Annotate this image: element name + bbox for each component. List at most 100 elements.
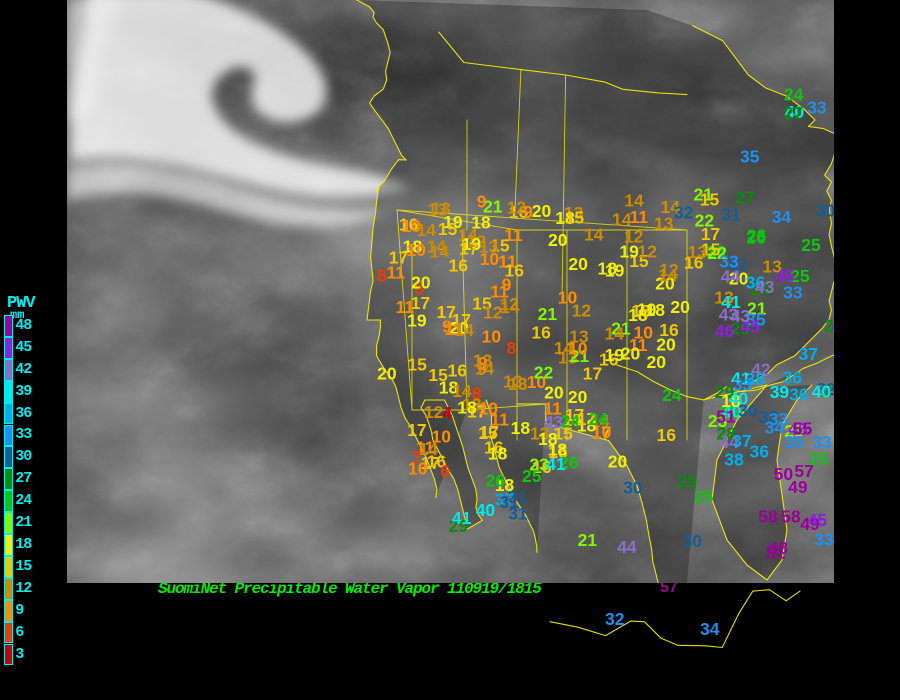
svg-text:14: 14 <box>658 265 678 285</box>
svg-text:36: 36 <box>750 442 770 462</box>
svg-text:14: 14 <box>427 236 447 256</box>
svg-text:14: 14 <box>605 323 625 343</box>
svg-text:17: 17 <box>389 248 408 268</box>
svg-text:13: 13 <box>428 200 448 220</box>
svg-text:31: 31 <box>721 205 741 225</box>
svg-text:18: 18 <box>538 429 558 449</box>
svg-text:43: 43 <box>731 306 751 326</box>
svg-text:18: 18 <box>488 443 508 463</box>
svg-text:12: 12 <box>424 402 444 422</box>
svg-text:24: 24 <box>589 409 609 429</box>
svg-text:50: 50 <box>774 464 794 484</box>
svg-text:14: 14 <box>475 359 495 379</box>
svg-text:45: 45 <box>808 510 828 530</box>
svg-text:25: 25 <box>522 466 542 486</box>
svg-text:14: 14 <box>584 224 604 244</box>
svg-text:7: 7 <box>412 448 422 468</box>
svg-text:8: 8 <box>377 266 387 286</box>
svg-text:45: 45 <box>775 266 795 286</box>
svg-text:41: 41 <box>546 454 566 474</box>
svg-text:20: 20 <box>647 352 667 372</box>
svg-text:20: 20 <box>548 230 568 250</box>
svg-text:33: 33 <box>807 98 827 118</box>
svg-text:13: 13 <box>479 236 499 256</box>
svg-text:13: 13 <box>688 242 708 262</box>
svg-text:18: 18 <box>598 258 618 278</box>
svg-text:33: 33 <box>719 252 739 272</box>
svg-text:10: 10 <box>479 399 499 419</box>
svg-text:19: 19 <box>605 345 625 365</box>
svg-text:58: 58 <box>758 507 778 527</box>
svg-text:10: 10 <box>568 338 588 358</box>
svg-text:25: 25 <box>694 487 714 507</box>
svg-text:27: 27 <box>784 103 803 123</box>
svg-text:18: 18 <box>646 300 666 320</box>
svg-text:32: 32 <box>674 203 694 223</box>
svg-text:55: 55 <box>793 419 813 439</box>
svg-text:15: 15 <box>565 208 585 228</box>
svg-text:13: 13 <box>508 374 528 394</box>
svg-text:48: 48 <box>768 538 788 558</box>
svg-text:30: 30 <box>683 531 703 551</box>
svg-text:22: 22 <box>534 362 554 382</box>
svg-text:31: 31 <box>500 492 520 512</box>
svg-text:20: 20 <box>411 273 431 293</box>
svg-text:16: 16 <box>657 425 677 445</box>
svg-text:41: 41 <box>452 508 472 528</box>
svg-text:26: 26 <box>747 226 767 246</box>
svg-text:14: 14 <box>500 297 520 317</box>
svg-text:4: 4 <box>442 403 452 423</box>
svg-text:9: 9 <box>477 191 487 211</box>
svg-text:17: 17 <box>583 364 602 384</box>
svg-text:34: 34 <box>700 619 720 639</box>
svg-text:18: 18 <box>457 397 477 417</box>
svg-text:30: 30 <box>816 201 834 221</box>
svg-text:16: 16 <box>659 320 679 340</box>
svg-text:14: 14 <box>624 190 644 210</box>
svg-text:24: 24 <box>662 385 682 405</box>
svg-text:26: 26 <box>486 470 506 490</box>
svg-text:13: 13 <box>654 213 674 233</box>
svg-text:44: 44 <box>617 537 637 557</box>
svg-text:18: 18 <box>511 418 531 438</box>
svg-text:36: 36 <box>789 384 809 404</box>
svg-text:51: 51 <box>716 406 736 426</box>
svg-text:20: 20 <box>377 364 397 384</box>
svg-text:15: 15 <box>407 355 427 375</box>
svg-text:17: 17 <box>459 239 478 259</box>
svg-text:33: 33 <box>812 432 832 452</box>
svg-text:10: 10 <box>406 240 426 260</box>
svg-text:30: 30 <box>623 477 643 497</box>
svg-text:19: 19 <box>619 241 639 261</box>
svg-text:39: 39 <box>770 382 790 402</box>
svg-text:21: 21 <box>538 304 558 324</box>
svg-text:15: 15 <box>700 189 720 209</box>
svg-text:40: 40 <box>476 500 496 520</box>
svg-text:10: 10 <box>558 288 578 308</box>
svg-text:16: 16 <box>505 261 525 281</box>
svg-text:34: 34 <box>772 207 792 227</box>
svg-text:33: 33 <box>814 530 834 550</box>
svg-text:20: 20 <box>532 201 552 221</box>
svg-text:21: 21 <box>578 530 598 550</box>
svg-text:8: 8 <box>507 338 517 358</box>
svg-text:40: 40 <box>812 382 832 402</box>
svg-text:10: 10 <box>482 326 502 346</box>
svg-text:15: 15 <box>428 365 448 385</box>
svg-text:20: 20 <box>568 387 588 407</box>
svg-text:32: 32 <box>605 609 625 629</box>
svg-text:43: 43 <box>544 412 564 432</box>
svg-text:20: 20 <box>608 451 628 471</box>
svg-text:25: 25 <box>801 235 821 255</box>
svg-text:20: 20 <box>568 254 588 274</box>
svg-text:17: 17 <box>437 302 456 322</box>
svg-text:17: 17 <box>411 293 430 313</box>
svg-text:58: 58 <box>781 506 801 526</box>
svg-text:29: 29 <box>824 315 834 335</box>
svg-text:43: 43 <box>755 277 775 297</box>
svg-text:35: 35 <box>740 147 760 167</box>
svg-text:14: 14 <box>454 320 474 340</box>
svg-text:6: 6 <box>440 461 450 481</box>
svg-text:20: 20 <box>670 297 690 317</box>
svg-text:37: 37 <box>799 344 818 364</box>
